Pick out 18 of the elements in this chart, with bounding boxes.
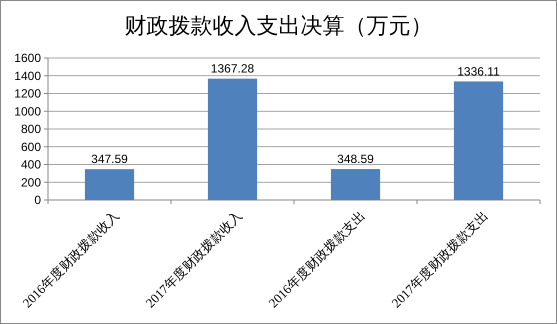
data-label: 347.59 (91, 152, 128, 166)
y-tick-label: 400 (20, 158, 42, 172)
y-tick-label: 1400 (14, 68, 42, 83)
y-tick-label: 600 (20, 140, 42, 154)
bar (454, 81, 504, 200)
y-tick-label: 1600 (14, 51, 42, 66)
y-tick-label: 200 (20, 175, 42, 190)
bar (208, 78, 258, 200)
y-tick-label: 1200 (14, 86, 42, 101)
bar (330, 169, 380, 200)
data-label: 1336.11 (457, 64, 500, 78)
bar (84, 169, 134, 200)
y-tick-label: 0 (34, 193, 42, 208)
data-label: 348.59 (337, 152, 374, 166)
chart-title: 财政拨款收入支出决算（万元） (124, 13, 432, 38)
y-tick-label: 1000 (14, 104, 42, 118)
data-label: 1367.28 (210, 62, 255, 76)
y-tick-label: 800 (20, 122, 42, 136)
